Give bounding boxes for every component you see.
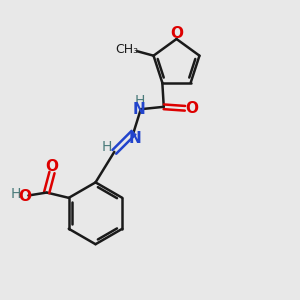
Text: H: H bbox=[134, 94, 145, 108]
Text: H: H bbox=[11, 187, 21, 201]
Text: H: H bbox=[102, 140, 112, 154]
Text: O: O bbox=[18, 189, 32, 204]
Text: O: O bbox=[46, 158, 59, 173]
Text: O: O bbox=[185, 101, 198, 116]
Text: O: O bbox=[170, 26, 183, 41]
Text: N: N bbox=[128, 130, 141, 146]
Text: N: N bbox=[133, 102, 146, 117]
Text: CH₃: CH₃ bbox=[116, 43, 139, 56]
